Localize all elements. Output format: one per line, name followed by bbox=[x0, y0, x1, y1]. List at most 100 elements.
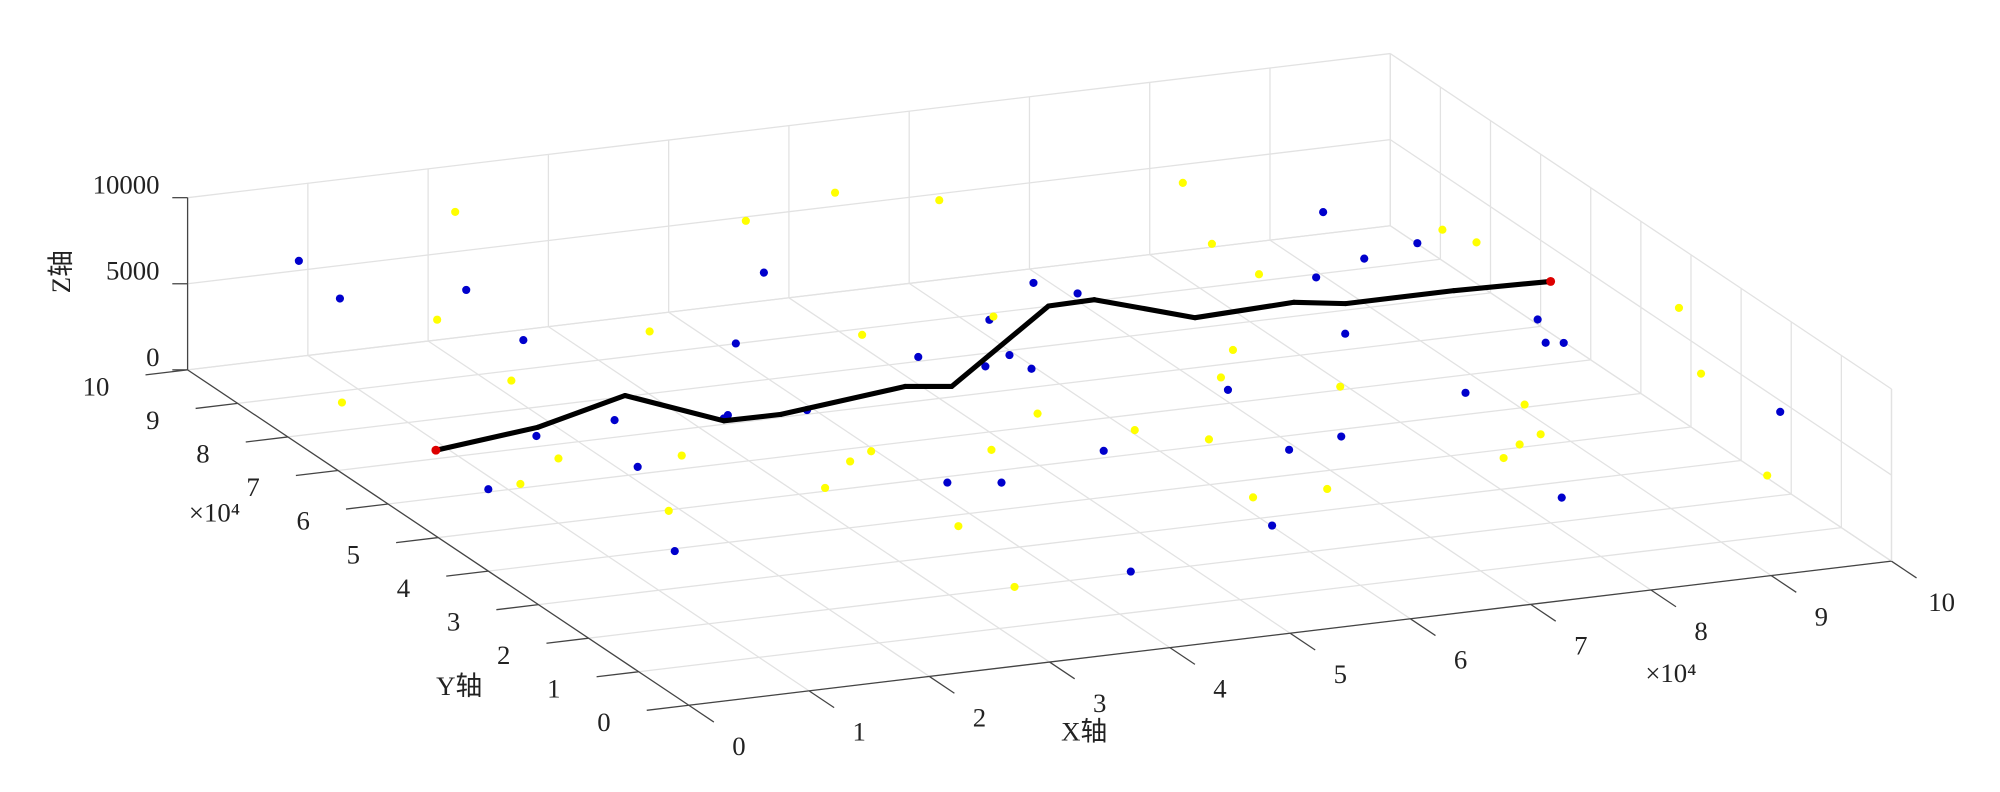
route-vertex bbox=[535, 424, 541, 430]
x-tick bbox=[808, 690, 835, 709]
point bbox=[1204, 435, 1214, 444]
point bbox=[335, 294, 345, 303]
grid-line bbox=[287, 292, 1491, 438]
x-tick bbox=[1650, 589, 1677, 608]
grid-line bbox=[237, 258, 1441, 405]
point bbox=[1029, 278, 1038, 287]
y-tick-label: 5 bbox=[347, 539, 360, 569]
x-tick-label: 4 bbox=[1213, 674, 1226, 704]
route-vertex bbox=[721, 418, 727, 424]
point bbox=[1360, 254, 1369, 263]
y-tick bbox=[396, 536, 439, 544]
point bbox=[1438, 225, 1447, 234]
point bbox=[981, 362, 990, 371]
grid-line bbox=[337, 325, 1541, 472]
point bbox=[723, 411, 732, 420]
x-tick bbox=[1530, 603, 1557, 622]
point bbox=[1126, 567, 1135, 576]
y-tick-label: 6 bbox=[297, 506, 310, 536]
route-endpoint bbox=[431, 445, 441, 455]
x-tick-label: 5 bbox=[1334, 659, 1347, 689]
point bbox=[1223, 385, 1233, 394]
x-tick-label: 0 bbox=[732, 731, 745, 761]
point bbox=[1099, 446, 1108, 455]
point bbox=[1005, 351, 1014, 360]
point bbox=[337, 398, 347, 407]
grid-line bbox=[438, 392, 1641, 539]
point bbox=[1763, 471, 1772, 480]
y-tick-label: 4 bbox=[397, 573, 410, 603]
point bbox=[294, 256, 303, 265]
point bbox=[741, 216, 750, 225]
point bbox=[670, 547, 679, 556]
y-tick-label: 7 bbox=[246, 472, 259, 502]
point bbox=[1285, 445, 1294, 454]
x-tick-label: 6 bbox=[1454, 645, 1467, 675]
y-axis-label: Y轴 bbox=[436, 671, 482, 701]
x-tick-label: 9 bbox=[1815, 601, 1828, 631]
point bbox=[1228, 345, 1238, 355]
point bbox=[1515, 440, 1524, 449]
z-tick-label: 10000 bbox=[93, 170, 160, 200]
grid-line bbox=[1389, 225, 1892, 562]
y-tick bbox=[295, 469, 339, 477]
point bbox=[1336, 382, 1345, 391]
y-tick bbox=[646, 704, 689, 711]
y-tick bbox=[345, 503, 389, 510]
y-tick-label: 9 bbox=[146, 405, 159, 435]
point bbox=[1557, 493, 1566, 502]
y-exponent: ×10⁴ bbox=[189, 497, 240, 527]
grid-line bbox=[538, 459, 1742, 606]
point bbox=[516, 479, 525, 489]
point bbox=[1319, 208, 1328, 217]
point bbox=[759, 268, 768, 277]
point bbox=[610, 416, 619, 425]
x-tick bbox=[1289, 632, 1316, 651]
route-vertex bbox=[1343, 301, 1349, 307]
point bbox=[507, 376, 516, 385]
route-vertex bbox=[949, 383, 955, 389]
x-tick-label: 3 bbox=[1093, 688, 1106, 718]
x-tick bbox=[928, 675, 955, 694]
route-vertex bbox=[622, 392, 628, 399]
point bbox=[554, 454, 563, 463]
grid-line bbox=[488, 426, 1692, 572]
point bbox=[954, 522, 963, 531]
point bbox=[935, 196, 944, 205]
point bbox=[1323, 484, 1332, 494]
route-endpoint bbox=[1546, 276, 1556, 286]
y-tick-label: 2 bbox=[497, 640, 510, 670]
x-tick bbox=[1410, 618, 1436, 637]
point bbox=[1499, 453, 1508, 463]
point bbox=[1268, 521, 1277, 530]
y-tick bbox=[596, 671, 639, 678]
grid-line bbox=[638, 526, 1842, 673]
point bbox=[1541, 338, 1550, 347]
point bbox=[484, 485, 493, 494]
y-tick bbox=[446, 570, 489, 577]
point bbox=[858, 330, 867, 339]
point bbox=[1536, 430, 1545, 439]
grid-line bbox=[1389, 53, 1892, 390]
point bbox=[1776, 407, 1785, 416]
point bbox=[943, 478, 952, 487]
point bbox=[1130, 426, 1139, 435]
y-tick-label: 1 bbox=[547, 673, 560, 703]
x-axis-label: X轴 bbox=[1061, 717, 1107, 747]
point bbox=[1027, 364, 1036, 373]
x-tick-label: 2 bbox=[973, 702, 986, 732]
point bbox=[1178, 178, 1187, 187]
route-vertex bbox=[1451, 288, 1457, 294]
point bbox=[645, 327, 654, 336]
x-tick bbox=[1891, 560, 1917, 579]
point bbox=[1033, 409, 1042, 418]
point bbox=[1337, 432, 1346, 441]
x-tick bbox=[1169, 647, 1196, 665]
point bbox=[821, 483, 830, 493]
point bbox=[1254, 270, 1264, 279]
x-tick bbox=[688, 704, 715, 723]
route-vertex bbox=[1291, 299, 1297, 305]
point bbox=[830, 188, 840, 197]
point bbox=[846, 457, 855, 466]
route-vertex bbox=[778, 411, 784, 417]
